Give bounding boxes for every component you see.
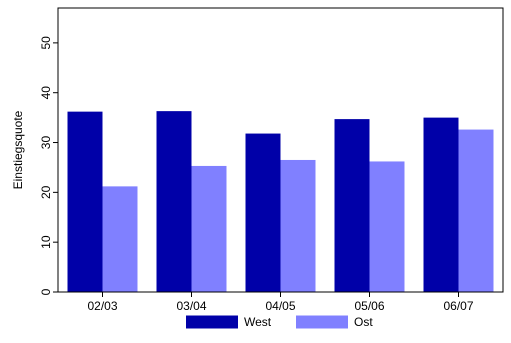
legend: West Ost xyxy=(186,315,373,329)
x-tick-label: 06/07 xyxy=(443,299,473,313)
legend-swatch-ost xyxy=(296,315,348,329)
y-tick-label: 40 xyxy=(39,86,53,100)
legend-swatch-west xyxy=(186,315,238,329)
y-tick-label: 10 xyxy=(39,235,53,249)
bar-west-03-04 xyxy=(156,111,192,292)
y-axis-label: Einstiegsquote xyxy=(11,110,25,189)
y-tick-label: 30 xyxy=(39,136,53,150)
bar-west-04-05 xyxy=(245,133,281,292)
bar-west-06-07 xyxy=(423,117,459,292)
bar-ost-04-05 xyxy=(280,159,316,292)
bar-ost-05-06 xyxy=(369,161,405,292)
x-tick-label: 03/04 xyxy=(176,299,206,313)
x-tick-label: 05/06 xyxy=(354,299,384,313)
x-tick-label: 04/05 xyxy=(265,299,295,313)
bar-west-05-06 xyxy=(334,119,370,293)
y-tick-label: 20 xyxy=(39,185,53,199)
legend-label-ost: Ost xyxy=(354,315,373,329)
bar-ost-06-07 xyxy=(458,129,494,292)
y-tick-label: 50 xyxy=(39,36,53,50)
x-tick-label: 02/03 xyxy=(87,299,117,313)
bar-ost-03-04 xyxy=(191,165,227,292)
axes-group: 02/03 03/04 04/05 05/06 06/07 0 10 20 30 40 50 xyxy=(39,36,474,313)
legend-label-west: West xyxy=(244,315,272,329)
bars-group xyxy=(67,111,494,293)
y-tick-label: 0 xyxy=(39,288,53,295)
bar-west-02-03 xyxy=(67,111,103,292)
bar-ost-02-03 xyxy=(102,186,138,292)
plot-frame xyxy=(57,7,504,293)
